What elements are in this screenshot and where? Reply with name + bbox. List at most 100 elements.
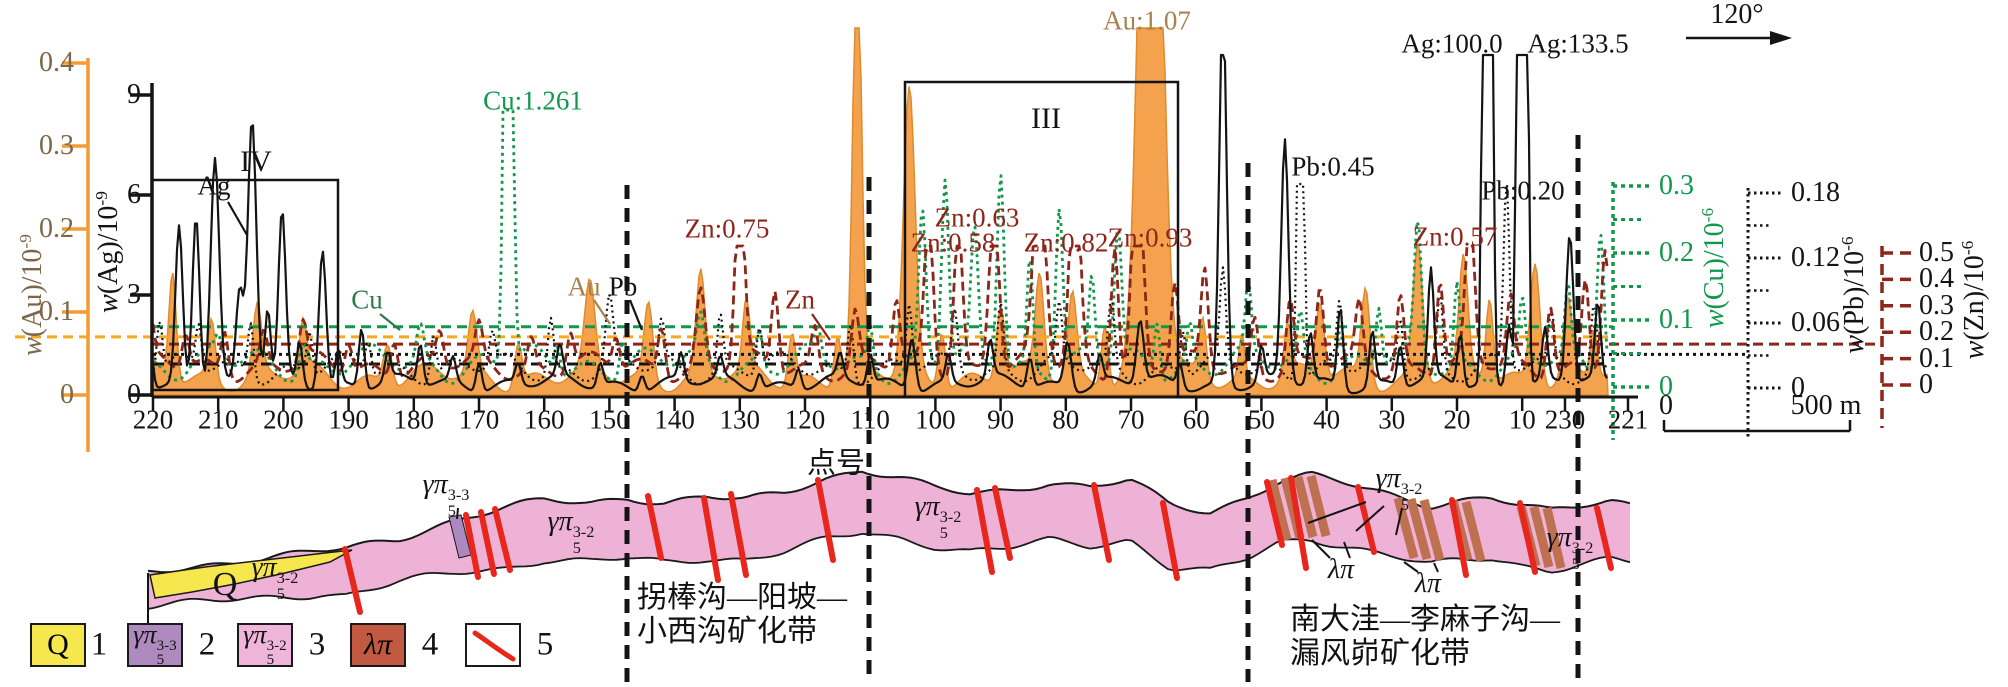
au-tick-label: 0.2 — [39, 213, 74, 244]
granite-porphyry-label: γπ 3-2 5 — [251, 551, 299, 603]
ore-vein — [1517, 500, 1538, 575]
label-leader — [1395, 507, 1403, 536]
x-tick-label: 180 — [393, 404, 435, 435]
zn-axis-title: w(Zn)/10-6 — [1957, 240, 1991, 360]
x-tick-label: 20 — [1443, 404, 1471, 435]
pb-tick-label: 0.06 — [1791, 307, 1840, 339]
legend-swatch-2: γπ 3-3 5 — [127, 622, 183, 668]
ore-vein — [1449, 497, 1469, 578]
annotation-Ag-100.0: Ag:100.0 — [1401, 28, 1503, 59]
annotation-leader — [628, 299, 644, 331]
legend-swatch-4: λπ — [350, 623, 406, 667]
series-zn-curve — [151, 244, 1609, 384]
cu-axis-title: w(Cu)/10-6 — [1697, 207, 1731, 329]
quaternary-lens — [149, 549, 353, 599]
series-cu-curve — [152, 108, 1609, 385]
au-tick-label: 0 — [60, 379, 74, 410]
ore-vein — [1264, 479, 1285, 548]
au-tick-label: 0.3 — [39, 130, 74, 161]
cu-tick-label: 0.1 — [1659, 304, 1694, 335]
legend-swatch-label: λπ — [363, 628, 393, 661]
annotation-Au-1.07: Au:1.07 — [1103, 5, 1191, 36]
zone1-line1: 拐棒沟—阳坡— — [637, 581, 847, 614]
x-tick-label: 230 — [1544, 404, 1586, 435]
lambda-porphyry-strip — [1529, 505, 1554, 569]
legend-swatch-label: γπ 3-2 5 — [243, 620, 287, 669]
zone1-name: 拐棒沟—阳坡— 小西沟矿化带 — [637, 581, 847, 649]
ag-tick-label: 6 — [127, 179, 141, 211]
ore-vein — [342, 546, 363, 615]
cu-tick-label: 0 — [1659, 371, 1673, 402]
ore-vein — [645, 493, 664, 561]
zone1-line2: 小西沟矿化带 — [637, 615, 817, 648]
x-tick-label: 190 — [328, 404, 369, 435]
zone2-line1: 南大洼—李麻子沟— — [1290, 603, 1560, 636]
x-tick-label: 10 — [1508, 404, 1536, 435]
zn-tick-label: 0 — [1919, 369, 1933, 400]
lambda-porphyry-label: λπ — [1414, 568, 1442, 599]
ore-vein — [815, 477, 836, 563]
x-tick-label: 60 — [1182, 404, 1210, 435]
ore-vein — [1355, 484, 1377, 555]
granite-porphyry-label: γπ 3-2 5 — [1375, 462, 1423, 514]
lambda-porphyry-strip — [1419, 498, 1445, 562]
anomaly-box-III — [903, 80, 1180, 399]
lambda-porphyry-strip — [1542, 506, 1566, 570]
annotation-leader — [593, 299, 611, 325]
lambda-porphyry-strip — [1306, 474, 1331, 538]
x-tick-label: 100 — [915, 404, 956, 435]
ore-vein — [1160, 500, 1180, 581]
lambda-porphyry-strip — [1406, 497, 1432, 561]
label-leader — [1343, 541, 1351, 559]
fault-line-symbol — [472, 630, 516, 662]
annotation-leader — [379, 313, 401, 331]
label-leader — [1355, 505, 1385, 532]
ag-axis-title: w(Ag)/10-9 — [91, 191, 125, 313]
x-tick-label: 70 — [1117, 404, 1145, 435]
ag-tick-label: 0 — [127, 379, 141, 410]
annotation-Pb-0.45: Pb:0.45 — [1291, 151, 1375, 182]
lambda-porphyry-strip — [1461, 500, 1486, 563]
x-tick-label: 221 — [1607, 404, 1649, 435]
series-ag-curve — [151, 53, 1608, 395]
x-tick-label: 30 — [1378, 404, 1406, 435]
granite-porphyry-label: γπ 3-2 5 — [914, 490, 962, 542]
ore-vein — [463, 512, 481, 580]
ore-vein — [1091, 482, 1112, 563]
cu-tick-label: 0.2 — [1659, 237, 1694, 268]
zn-tick-label: 0.4 — [1919, 263, 1954, 295]
legend-number: 1 — [90, 626, 108, 663]
pb-tick-label: 0 — [1791, 372, 1805, 403]
section-band-bottom-edge — [147, 532, 1631, 610]
legend-swatch-label: Q — [47, 628, 69, 661]
lambda-porphyry-strip — [1267, 478, 1292, 542]
lambda-porphyry-label: λπ — [1327, 554, 1355, 585]
x-tick-label: 50 — [1247, 404, 1275, 435]
scalebar-zero: 0 — [1659, 390, 1673, 421]
zn-tick-label: 0.3 — [1919, 289, 1954, 321]
ore-vein — [1288, 475, 1309, 571]
x-tick-label: 130 — [719, 404, 761, 435]
x-tick-label: 170 — [458, 404, 500, 435]
zn-tick-label: 0.2 — [1919, 316, 1954, 348]
legend-number: 2 — [198, 626, 216, 663]
direction-label: 120° — [1710, 0, 1764, 30]
direction-arrow-head — [1770, 31, 1792, 45]
pb-tick-label: 0.12 — [1791, 242, 1840, 274]
legend-number: 4 — [421, 626, 439, 663]
section-band-top-edge — [147, 470, 1631, 574]
x-tick-label: 120 — [784, 404, 826, 435]
annotation-leader — [227, 201, 248, 236]
annotation-Au: Au — [567, 271, 601, 302]
pb-axis-title: w(Pb)/10-6 — [1837, 236, 1871, 354]
label-leader — [1311, 539, 1331, 559]
x-tick-label: 220 — [132, 404, 174, 435]
legend-swatch-3: γπ 3-2 5 — [237, 620, 293, 669]
legend-swatch-1: Q — [30, 623, 86, 667]
pb-tick-label: 0.18 — [1791, 177, 1840, 209]
legend-number: 3 — [308, 626, 326, 663]
granite-porphyry-label: γπ 3-2 5 — [1546, 521, 1594, 573]
x-tick-label: 150 — [589, 404, 630, 435]
